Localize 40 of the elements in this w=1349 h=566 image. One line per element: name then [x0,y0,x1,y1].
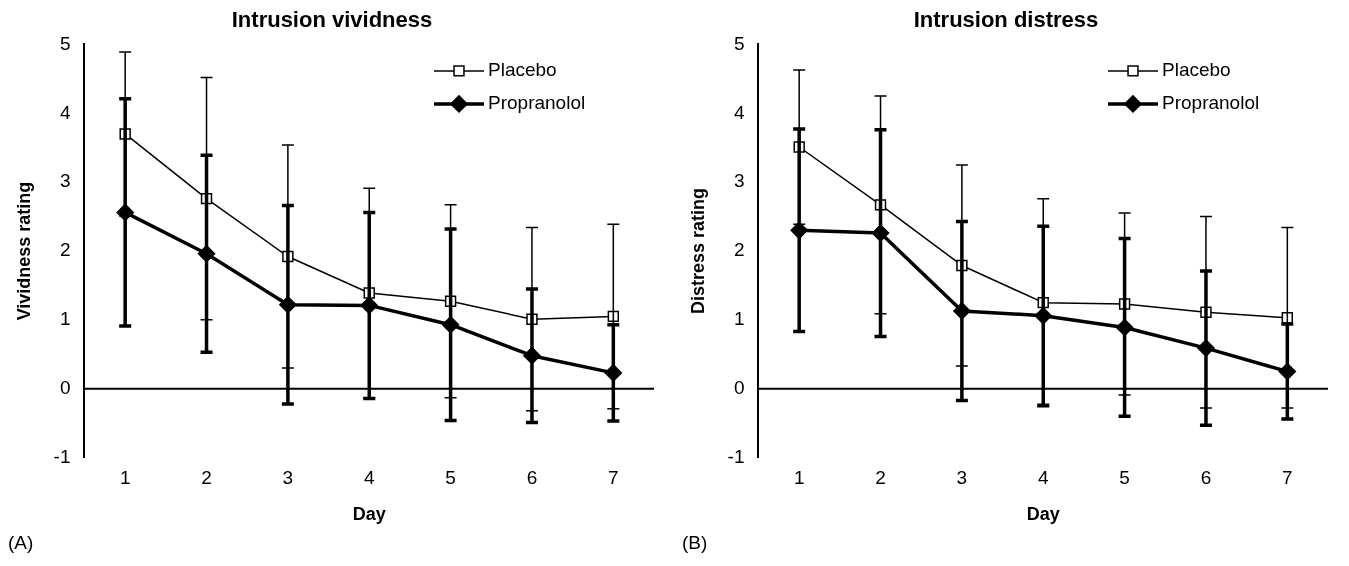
y-tick-label: 3 [59,170,71,192]
x-tick-label: 5 [445,467,456,489]
y-tick-label: 5 [733,32,745,54]
x-tick-label: 2 [201,467,212,489]
x-tick-label: 3 [282,467,294,489]
x-tick-label: 5 [1119,467,1130,489]
y-tick-label: 0 [733,376,745,398]
y-tick-label: 2 [733,239,745,261]
x-tick-label: 6 [526,467,538,489]
y-tick-label: 4 [59,101,71,123]
x-tick-label: 2 [875,467,886,489]
y-tick-label: 5 [59,32,71,54]
legend-label: Propranolol [1162,92,1260,114]
chart-title: Intrusion distress [913,7,1099,33]
text: (A) [8,532,34,554]
x-tick-label: 7 [1282,467,1293,489]
x-tick-label: 1 [793,467,805,489]
legend-label: Placebo [1162,59,1231,81]
y-axis-title: Vividness rating [13,181,34,321]
y-tick-label: -1 [53,445,71,467]
y-tick-label: 4 [733,101,745,123]
y-tick-label: -1 [727,445,745,467]
legend-label: Placebo [488,59,557,81]
text: (B) [682,532,708,554]
chart-title: Intrusion vividness [231,7,433,33]
y-axis-title: Distress rating [687,187,708,315]
legend-label: Propranolol [488,92,586,114]
x-tick-label: 7 [608,467,619,489]
x-tick-label: 4 [1037,467,1049,489]
y-tick-label: 1 [59,308,71,330]
x-axis-title: Day [352,504,386,525]
y-tick-label: 2 [59,239,71,261]
x-tick-label: 6 [1200,467,1212,489]
y-tick-label: 1 [733,308,745,330]
x-tick-label: 1 [119,467,131,489]
y-tick-label: 3 [733,170,745,192]
y-tick-label: 0 [59,376,71,398]
x-axis-title: Day [1026,504,1060,525]
x-tick-label: 4 [363,467,375,489]
x-tick-label: 3 [956,467,968,489]
